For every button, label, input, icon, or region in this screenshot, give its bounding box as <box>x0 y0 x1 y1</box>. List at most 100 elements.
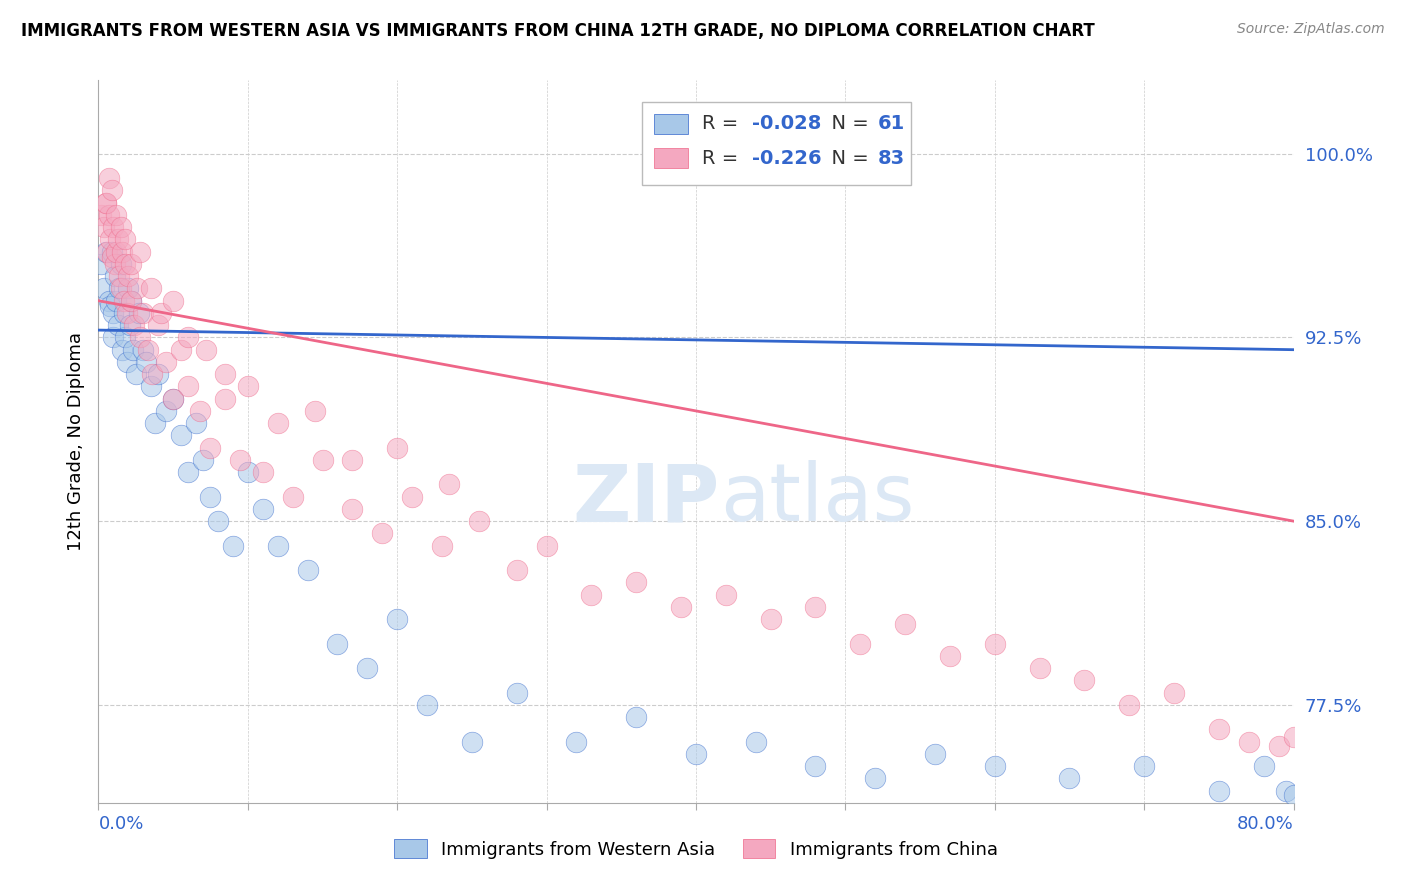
Point <box>98 232 122 246</box>
Point <box>222 539 245 553</box>
Point <box>685 747 707 761</box>
Point <box>229 453 252 467</box>
Point <box>191 453 214 467</box>
Point <box>1208 723 1230 737</box>
Point <box>115 306 138 320</box>
Point <box>536 539 558 553</box>
Point <box>669 599 692 614</box>
Point <box>236 465 259 479</box>
Point <box>461 734 484 748</box>
Point <box>97 208 120 222</box>
Text: -0.226: -0.226 <box>752 149 821 168</box>
Point <box>101 184 124 198</box>
Point <box>114 330 136 344</box>
Point <box>108 269 131 284</box>
Point <box>155 355 177 369</box>
Point <box>120 293 142 308</box>
Point <box>924 747 946 761</box>
Point <box>939 648 962 663</box>
Point <box>103 220 125 235</box>
Point <box>865 772 887 786</box>
Point <box>101 250 124 264</box>
Point <box>236 379 259 393</box>
Point <box>148 318 170 333</box>
Point <box>1073 673 1095 688</box>
Point <box>110 220 132 235</box>
Point <box>371 526 394 541</box>
Point <box>143 416 166 430</box>
Point <box>714 588 737 602</box>
Point <box>127 281 149 295</box>
Point <box>105 244 128 259</box>
Point <box>626 575 648 590</box>
Y-axis label: 12th Grade, No Diploma: 12th Grade, No Diploma <box>66 332 84 551</box>
Point <box>110 281 132 295</box>
Point <box>97 293 120 308</box>
Point <box>117 281 139 295</box>
Point <box>297 563 319 577</box>
Point <box>304 404 326 418</box>
Bar <box>654 148 688 169</box>
Point <box>108 281 131 295</box>
Text: atlas: atlas <box>720 460 914 539</box>
Point <box>267 416 290 430</box>
Point <box>162 293 184 308</box>
Point <box>506 685 529 699</box>
Point <box>124 318 146 333</box>
Point <box>93 281 115 295</box>
Point <box>111 343 134 357</box>
Point <box>1275 783 1298 797</box>
Bar <box>654 113 688 134</box>
Point <box>745 734 768 748</box>
Point <box>114 257 136 271</box>
Point <box>110 257 132 271</box>
Point <box>759 612 782 626</box>
Point <box>120 293 142 308</box>
Point <box>565 734 588 748</box>
Point <box>252 502 274 516</box>
Point <box>148 367 170 381</box>
Point <box>135 355 157 369</box>
Point <box>169 428 191 442</box>
Point <box>132 306 155 320</box>
Point <box>105 293 128 308</box>
Point <box>356 661 378 675</box>
Point <box>626 710 648 724</box>
Legend: Immigrants from Western Asia, Immigrants from China: Immigrants from Western Asia, Immigrants… <box>387 832 1005 866</box>
Point <box>1237 734 1260 748</box>
Point <box>177 379 200 393</box>
Point <box>506 563 529 577</box>
Point <box>90 257 112 271</box>
Point <box>581 588 603 602</box>
Point <box>162 392 184 406</box>
Point <box>107 232 129 246</box>
Point <box>94 195 117 210</box>
Point <box>169 343 191 357</box>
Point <box>281 490 304 504</box>
Point <box>155 404 177 418</box>
Point <box>103 330 125 344</box>
Point <box>97 171 120 186</box>
Point <box>114 232 136 246</box>
Point <box>162 392 184 406</box>
Point <box>1133 759 1156 773</box>
Text: 83: 83 <box>877 149 904 168</box>
Point <box>1163 685 1185 699</box>
Text: 80.0%: 80.0% <box>1237 815 1294 833</box>
Point <box>115 355 138 369</box>
Point <box>439 477 461 491</box>
Point <box>984 759 1007 773</box>
Point <box>129 244 152 259</box>
Point <box>1298 714 1320 729</box>
Text: -0.028: -0.028 <box>752 114 821 133</box>
Text: N =: N = <box>820 149 875 168</box>
Point <box>104 257 127 271</box>
Point <box>111 244 134 259</box>
Point <box>430 539 453 553</box>
Text: ZIP: ZIP <box>572 460 720 539</box>
Point <box>894 617 917 632</box>
Text: R =: R = <box>702 114 744 133</box>
Point <box>200 441 222 455</box>
Point <box>804 599 827 614</box>
Point <box>214 392 236 406</box>
